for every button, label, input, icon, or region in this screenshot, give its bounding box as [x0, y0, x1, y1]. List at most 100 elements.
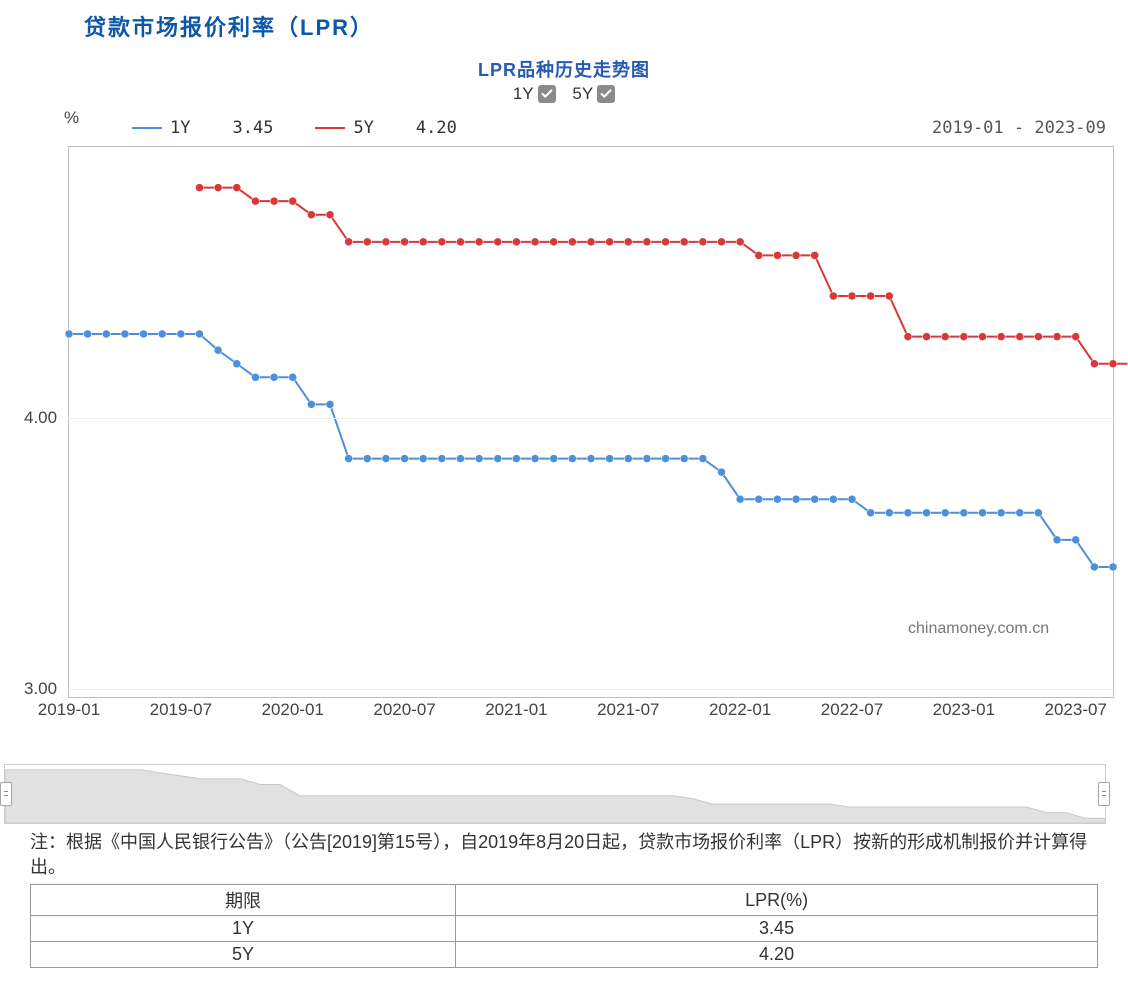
x-tick-label: 2023-01 — [933, 700, 995, 720]
series-marker-1y — [1072, 536, 1080, 544]
series-toggle-5y-label: 5Y — [572, 84, 593, 104]
legend-swatch-5y — [315, 127, 345, 129]
series-marker-1y — [941, 509, 949, 517]
series-marker-1y — [494, 455, 502, 463]
table-cell: 5Y — [31, 942, 456, 968]
x-tick-label: 2022-01 — [709, 700, 771, 720]
time-range-slider[interactable] — [4, 764, 1106, 824]
series-marker-1y — [1053, 536, 1061, 544]
series-marker-5y — [904, 333, 912, 341]
series-marker-5y — [997, 333, 1005, 341]
series-marker-1y — [196, 330, 204, 338]
legend-label-5y: 5Y — [353, 118, 373, 138]
series-marker-1y — [84, 330, 92, 338]
series-marker-5y — [587, 238, 595, 246]
series-marker-1y — [997, 509, 1005, 517]
series-marker-1y — [140, 330, 148, 338]
series-marker-5y — [680, 238, 688, 246]
series-marker-5y — [196, 184, 204, 192]
slider-handle-left[interactable] — [0, 782, 12, 806]
series-marker-1y — [885, 509, 893, 517]
series-marker-1y — [755, 495, 763, 503]
series-marker-5y — [624, 238, 632, 246]
series-marker-1y — [587, 455, 595, 463]
series-line-5y — [200, 188, 1128, 364]
series-marker-1y — [848, 495, 856, 503]
series-marker-1y — [867, 509, 875, 517]
series-marker-5y — [233, 184, 241, 192]
series-marker-1y — [214, 346, 222, 354]
series-toggle-1y[interactable]: 1Y — [513, 84, 556, 104]
series-toggle-5y[interactable]: 5Y — [572, 84, 615, 104]
series-marker-5y — [438, 238, 446, 246]
series-marker-5y — [568, 238, 576, 246]
series-marker-5y — [755, 251, 763, 259]
plot-wrap: 4.003.00 2019-012019-072020-012020-07202… — [4, 146, 1124, 730]
series-marker-1y — [960, 509, 968, 517]
y-tick-label: 4.00 — [24, 408, 57, 428]
legend-label-1y: 1Y — [170, 118, 190, 138]
page-root: 贷款市场报价利率（LPR） LPR品种历史走势图 1Y 5Y % 1Y 3.45 — [0, 0, 1128, 968]
series-marker-5y — [960, 333, 968, 341]
series-marker-1y — [251, 373, 259, 381]
series-marker-5y — [401, 238, 409, 246]
series-marker-1y — [606, 455, 614, 463]
series-marker-1y — [1109, 563, 1117, 571]
series-marker-1y — [457, 455, 465, 463]
series-marker-1y — [438, 455, 446, 463]
slider-handle-right[interactable] — [1098, 782, 1110, 806]
series-marker-1y — [829, 495, 837, 503]
footnote-text: 注：根据《中国人民银行公告》（公告[2019]第15号），自2019年8月20日… — [30, 830, 1098, 880]
table-column-header: 期限 — [31, 885, 456, 916]
series-marker-1y — [345, 455, 353, 463]
series-marker-5y — [979, 333, 987, 341]
watermark-text: chinamoney.com.cn — [908, 620, 1049, 638]
series-marker-5y — [270, 197, 278, 205]
series-marker-1y — [363, 455, 371, 463]
x-tick-label: 2020-01 — [262, 700, 324, 720]
chart-legend: 1Y 3.45 5Y 4.20 — [70, 118, 457, 138]
table-cell: 3.45 — [456, 916, 1098, 942]
table-body: 1Y3.455Y4.20 — [31, 916, 1098, 968]
series-marker-1y — [102, 330, 110, 338]
table-row: 1Y3.45 — [31, 916, 1098, 942]
series-marker-5y — [829, 292, 837, 300]
series-marker-1y — [177, 330, 185, 338]
x-tick-label: 2019-07 — [150, 700, 212, 720]
series-marker-1y — [121, 330, 129, 338]
series-marker-5y — [773, 251, 781, 259]
series-marker-5y — [326, 211, 334, 219]
series-marker-5y — [214, 184, 222, 192]
series-marker-5y — [475, 238, 483, 246]
series-marker-1y — [326, 400, 334, 408]
series-marker-5y — [1053, 333, 1061, 341]
table-column-header: LPR(%) — [456, 885, 1098, 916]
series-marker-1y — [550, 455, 558, 463]
slider-preview-area — [5, 770, 1105, 823]
series-marker-5y — [885, 292, 893, 300]
chart-title: LPR品种历史走势图 — [478, 60, 650, 80]
series-marker-1y — [382, 455, 390, 463]
checkmark-icon — [597, 85, 615, 103]
table-cell: 1Y — [31, 916, 456, 942]
table-header-row: 期限LPR(%) — [31, 885, 1098, 916]
chart-svg — [68, 146, 1114, 698]
series-toggle-1y-label: 1Y — [513, 84, 534, 104]
series-marker-1y — [699, 455, 707, 463]
series-marker-5y — [1016, 333, 1024, 341]
table-row: 5Y4.20 — [31, 942, 1098, 968]
checkmark-icon — [538, 85, 556, 103]
series-marker-5y — [1090, 360, 1098, 368]
series-marker-1y — [1090, 563, 1098, 571]
x-tick-label: 2019-01 — [38, 700, 100, 720]
page-title: 贷款市场报价利率（LPR） — [84, 10, 1128, 42]
series-marker-1y — [158, 330, 166, 338]
series-marker-5y — [1072, 333, 1080, 341]
series-marker-5y — [662, 238, 670, 246]
series-marker-5y — [811, 251, 819, 259]
chart-title-row: LPR品种历史走势图 — [0, 56, 1128, 82]
y-tick-label: 3.00 — [24, 679, 57, 699]
series-marker-5y — [1034, 333, 1042, 341]
series-marker-5y — [457, 238, 465, 246]
series-marker-1y — [773, 495, 781, 503]
